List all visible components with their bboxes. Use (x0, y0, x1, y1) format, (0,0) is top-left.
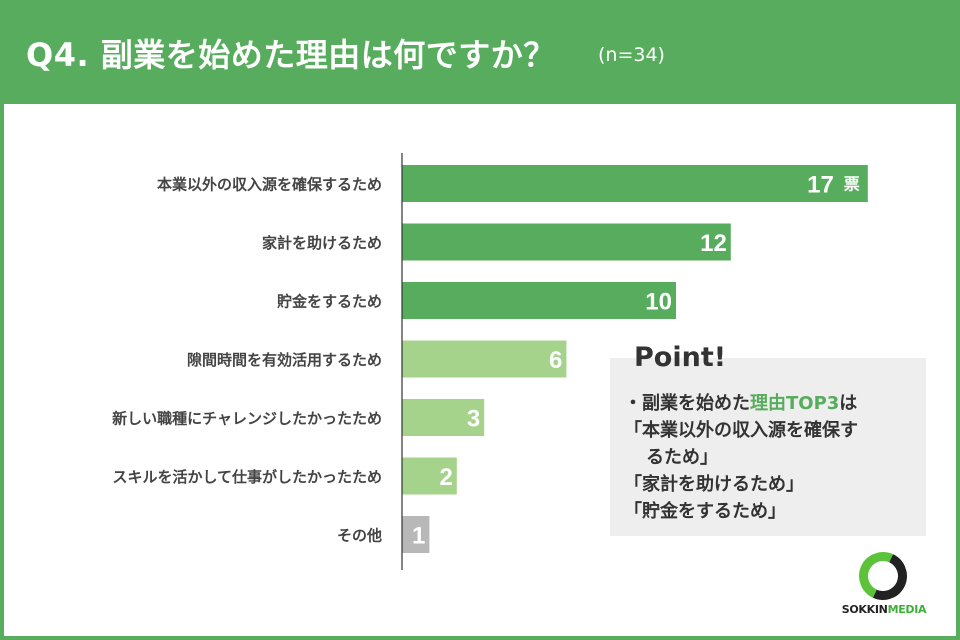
point-highlight: 理由TOP3 (750, 393, 840, 414)
point-item-2: 「家計を助けるため」 (624, 474, 804, 495)
point-item-1a: 「本業以外の収入源を確保す (624, 420, 858, 441)
logo-ring-icon (852, 545, 914, 607)
sokkin-media-logo: SOKKINMEDIA (836, 545, 932, 618)
sample-size: (n=34) (598, 44, 665, 66)
header-banner: Q4. 副業を始めた理由は何ですか？ (n=34) (0, 0, 960, 104)
value-label-3: 10 (645, 289, 672, 316)
point-bullet: ・副業を始めた (624, 393, 750, 414)
value-label-7: 1 (412, 523, 425, 550)
category-label-3: 貯金をするため (277, 293, 382, 311)
value-label-5: 3 (467, 406, 480, 433)
category-label-6: スキルを活かして仕事がしたかったため (112, 468, 382, 486)
bar-1 (402, 165, 868, 202)
point-item-3: 「貯金をするため」 (624, 501, 786, 522)
chart-title: Q4. 副業を始めた理由は何ですか？ (26, 36, 556, 74)
value-label-6: 2 (439, 464, 452, 491)
point-text: ・副業を始めた理由TOP3は 「本業以外の収入源を確保す るため」 「家計を助け… (624, 390, 924, 525)
logo-text-part1: SOKKIN (841, 603, 888, 616)
bar-3 (402, 282, 676, 319)
bar-2 (402, 223, 731, 261)
logo-text-part2: MEDIA (887, 603, 927, 616)
category-label-7: その他 (337, 527, 382, 545)
point-suffix: は (839, 393, 858, 414)
point-line-1: ・副業を始めた理由TOP3は (624, 390, 924, 417)
point-label: Point! (634, 342, 727, 373)
value-label-1: 17 (807, 172, 834, 199)
value-label-2: 12 (700, 230, 727, 257)
point-box (610, 358, 926, 536)
logo-text: SOKKINMEDIA (836, 603, 932, 616)
value-label-4: 6 (549, 347, 562, 374)
bar-4 (402, 340, 567, 378)
category-label-1: 本業以外の収入源を確保するため (157, 176, 382, 194)
category-label-5: 新しい職種にチャレンジしたかったため (112, 410, 382, 428)
category-label-4: 隙間時間を有効活用するため (187, 351, 382, 369)
bar-7 (402, 516, 430, 553)
point-item-1b: るため」 (646, 447, 718, 468)
bar-6 (402, 457, 457, 495)
bar-5 (402, 399, 485, 436)
unit-label: 票 (844, 175, 860, 194)
category-label-2: 家計を助けるため (262, 234, 382, 252)
